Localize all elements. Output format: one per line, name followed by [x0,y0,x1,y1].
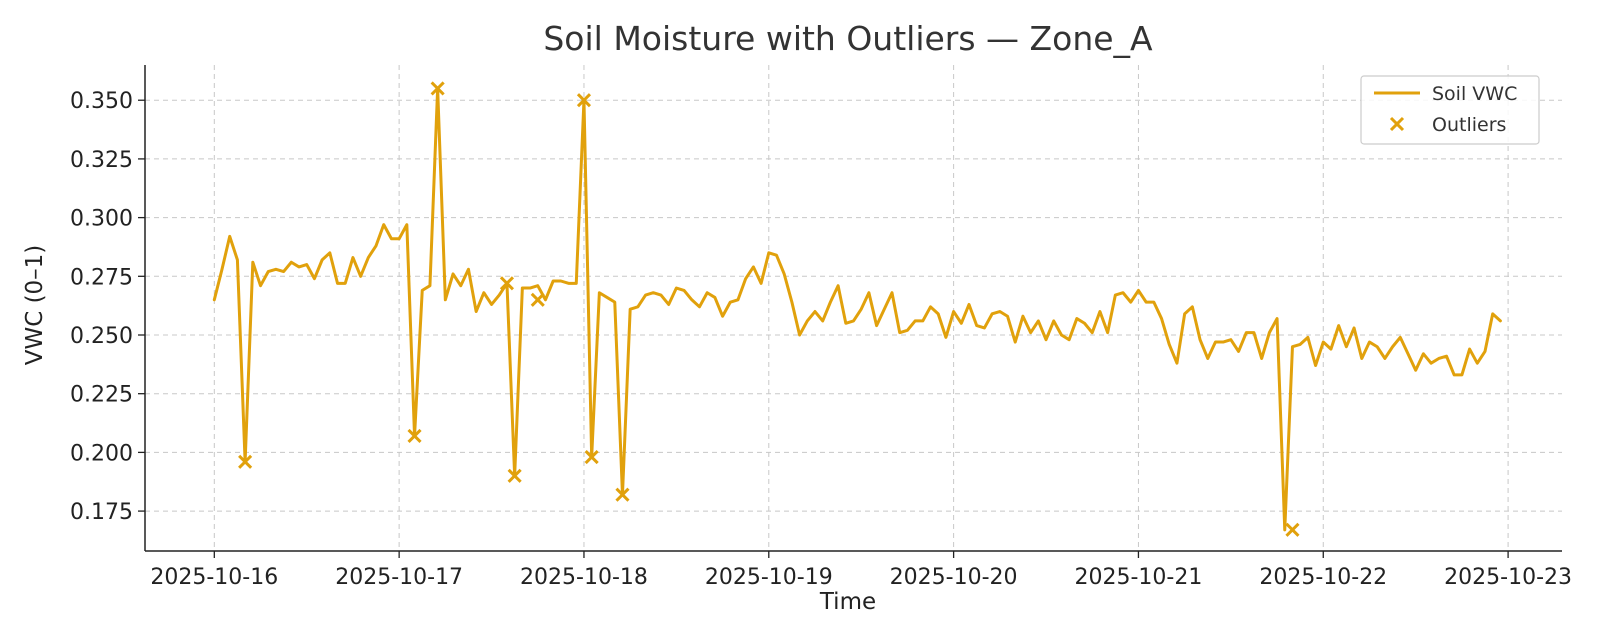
y-tick-label: 0.325 [70,148,133,173]
x-tick-label: 2025-10-17 [335,565,463,590]
x-tick-label: 2025-10-16 [150,565,278,590]
x-tick-label: 2025-10-21 [1075,565,1203,590]
outlier-marker [615,487,630,502]
y-tick-label: 0.300 [70,207,133,232]
legend-label-soil-vwc: Soil VWC [1432,83,1517,105]
x-tick-label: 2025-10-20 [890,565,1018,590]
outlier-marker [238,454,253,469]
outlier-marker [407,428,422,444]
x-tick-label: 2025-10-19 [705,565,833,590]
legend-label-outliers: Outliers [1432,114,1506,136]
y-tick-label: 0.350 [70,89,133,114]
outlier-marker [576,93,592,108]
y-tick-label: 0.275 [70,265,133,290]
outlier-marker [430,81,445,96]
outlier-marker [530,292,545,307]
y-axis-ticks: 0.175 0.200 0.225 0.250 0.275 0.300 0.325 0.350 [70,89,145,525]
legend-outlier-swatch [1389,116,1405,132]
axes [144,65,1562,552]
x-tick-label: 2025-10-22 [1259,565,1387,590]
y-tick-label: 0.250 [70,324,133,349]
x-tick-label: 2025-10-18 [520,565,648,590]
chart-title: Soil Moisture with Outliers — Zone_A [543,19,1153,58]
x-axis-label: Time [819,589,876,615]
x-axis-ticks: 2025-10-16 2025-10-17 2025-10-18 2025-10-19… [150,551,1572,590]
y-axis-label: VWC (0–1) [22,245,48,366]
outlier-markers [238,81,1300,537]
y-tick-label: 0.200 [70,441,133,466]
series-line-soil-vwc [212,86,1502,532]
outlier-marker [507,468,522,483]
grid-lines [145,65,1562,551]
outlier-marker [499,276,515,291]
outlier-marker [1285,522,1300,537]
y-tick-label: 0.175 [70,500,133,525]
y-tick-label: 0.225 [70,383,133,408]
outlier-marker [584,450,599,465]
x-tick-label: 2025-10-23 [1444,565,1572,590]
legend: Soil VWC Outliers [1360,75,1540,145]
